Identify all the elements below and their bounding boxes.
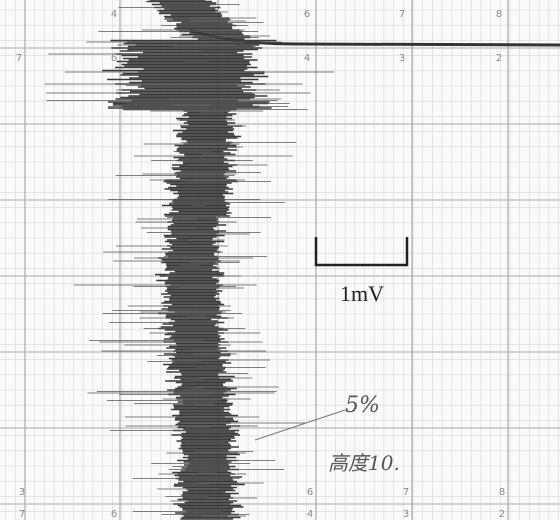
- grid-number: 4: [111, 9, 117, 20]
- grid-number: 7: [19, 509, 25, 520]
- annotation-percent: 5%: [345, 393, 380, 418]
- grid-number: 7: [399, 9, 405, 20]
- grid-number: 6: [304, 9, 310, 20]
- grid-number: 6: [111, 509, 117, 520]
- grid-number: 3: [399, 53, 405, 64]
- grid-number: 7: [16, 53, 22, 64]
- grid-number: 6: [111, 53, 117, 64]
- annotation-note: 高度10.: [328, 451, 400, 475]
- grid-number: 8: [499, 487, 505, 498]
- scale-bar-label: 1mV: [340, 281, 384, 306]
- grid-number: 2: [496, 53, 502, 64]
- paper: [0, 0, 560, 520]
- grid-number: 3: [19, 487, 25, 498]
- grid-number: 7: [403, 487, 409, 498]
- grid-number: 6: [307, 487, 313, 498]
- grid-number: 8: [496, 9, 502, 20]
- grid-number: 2: [499, 509, 505, 520]
- chart-paper: 4 6 7 8 7 6 4 3 2 3 6 7 8 7 6 4 3 2 1mV 5% 高度10.: [0, 0, 560, 520]
- grid-number: 3: [403, 509, 409, 520]
- grid-number: 4: [304, 53, 310, 64]
- grid-number: 4: [307, 509, 313, 520]
